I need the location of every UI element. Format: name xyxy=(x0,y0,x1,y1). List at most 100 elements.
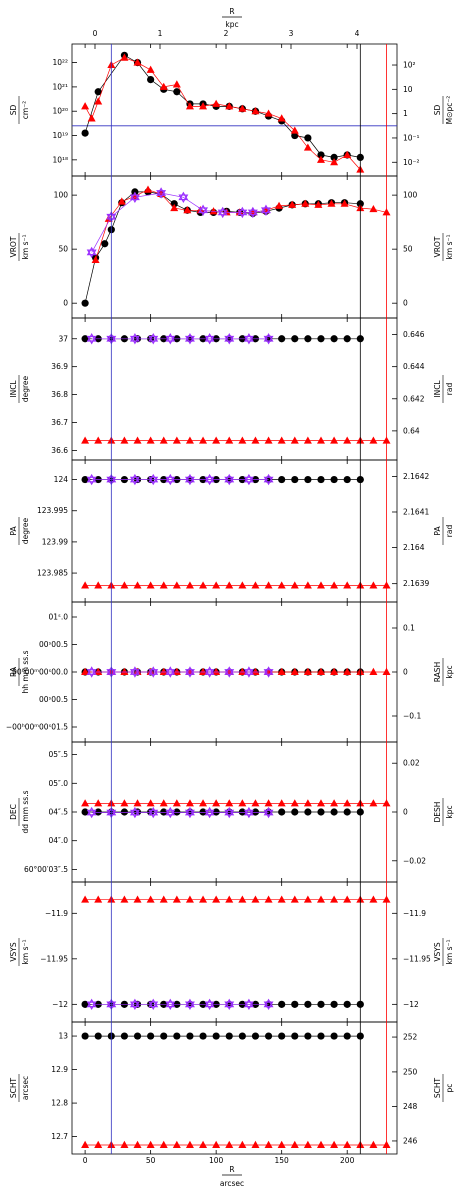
data-point-triangle xyxy=(225,895,234,903)
right-axis-unit: pc xyxy=(445,1084,454,1093)
data-point-star xyxy=(263,335,274,345)
data-point-star xyxy=(243,476,254,486)
data-point-triangle xyxy=(172,667,181,675)
right-axis-title: DESH xyxy=(433,802,442,823)
data-point-triangle xyxy=(146,436,155,444)
data-point-triangle xyxy=(225,436,234,444)
data-point-triangle xyxy=(277,1140,286,1148)
data-point-star xyxy=(86,246,97,256)
left-axis-title: SCHT xyxy=(9,1077,18,1098)
data-point-circle xyxy=(147,1032,155,1040)
data-point-star xyxy=(243,473,254,483)
data-point-triangle xyxy=(87,114,96,122)
data-point-triangle xyxy=(212,799,221,807)
panel-dec: 60°00′03″.5 04″.0 04″.5 05″.0 05″.5 −0.02 0 0.0… xyxy=(9,741,454,883)
data-point-triangle xyxy=(133,895,142,903)
data-point-circle xyxy=(94,1032,102,1040)
data-point-circle xyxy=(291,1032,299,1040)
data-point-star xyxy=(148,473,159,483)
data-point-star xyxy=(165,998,176,1008)
data-point-circle xyxy=(343,475,351,484)
data-point-triangle xyxy=(277,799,286,807)
data-point-star xyxy=(243,806,254,816)
data-point-triangle xyxy=(251,799,260,807)
series-line-circle xyxy=(84,54,361,158)
data-point-triangle xyxy=(199,102,208,110)
data-point-star xyxy=(263,666,274,675)
data-point-star xyxy=(204,809,215,819)
data-point-triangle xyxy=(199,1140,208,1148)
right-tick-label: 0 xyxy=(403,808,408,817)
top-axis-unit: kpc xyxy=(225,20,238,29)
data-point-triangle xyxy=(316,436,325,444)
data-point-star xyxy=(129,806,140,816)
data-point-star xyxy=(217,206,228,216)
data-point-triangle xyxy=(94,667,103,675)
data-point-circle xyxy=(81,299,89,307)
data-point-star xyxy=(165,473,176,483)
data-point-triangle xyxy=(170,203,179,212)
data-point-circle xyxy=(304,1032,312,1040)
data-point-triangle xyxy=(94,436,103,444)
data-point-star xyxy=(86,669,97,678)
data-point-star xyxy=(204,998,215,1008)
left-tick-label: 36.6 xyxy=(51,446,68,455)
data-point-triangle xyxy=(120,799,129,807)
data-point-circle xyxy=(317,335,325,343)
data-point-triangle xyxy=(133,799,142,807)
data-point-triangle xyxy=(120,895,129,903)
data-point-star xyxy=(129,191,140,201)
data-point-triangle xyxy=(343,436,352,444)
data-point-triangle xyxy=(275,201,284,209)
data-point-triangle xyxy=(185,436,194,444)
data-point-star xyxy=(86,666,97,675)
data-point-triangle xyxy=(327,199,336,207)
data-point-triangle xyxy=(251,436,260,444)
data-point-triangle xyxy=(330,667,339,675)
right-axis-title: PA xyxy=(433,526,442,536)
data-point-star xyxy=(86,333,97,342)
data-point-triangle xyxy=(290,436,299,444)
data-point-star xyxy=(148,669,159,678)
left-tick-label: −00ʰ00ᵐ00ˢ01.5 xyxy=(6,723,68,732)
data-point-triangle xyxy=(290,799,299,807)
data-point-star xyxy=(129,335,140,345)
data-point-triangle xyxy=(303,143,312,151)
data-point-circle xyxy=(264,1032,273,1040)
top-tick-label-0: 0 xyxy=(93,29,98,38)
data-point-triangle xyxy=(251,107,260,115)
right-tick-label: 0.02 xyxy=(403,759,420,768)
left-tick-label: 01ˢ.0 xyxy=(49,613,69,622)
data-point-triangle xyxy=(94,1140,103,1148)
data-point-circle xyxy=(120,1032,129,1040)
top-tick-label-3: 3 xyxy=(289,29,294,38)
data-point-triangle xyxy=(94,581,103,589)
data-point-star xyxy=(86,476,97,486)
data-point-circle xyxy=(170,200,178,208)
data-point-star xyxy=(224,476,235,486)
data-point-star xyxy=(198,207,209,216)
data-point-triangle xyxy=(199,667,208,675)
data-point-triangle xyxy=(144,185,153,193)
right-tick-label: 2.1641 xyxy=(403,507,429,516)
left-tick-label: 00ʰ00ᵐ00ˢ00.0 xyxy=(12,668,68,677)
data-point-triangle xyxy=(94,97,103,105)
data-point-star xyxy=(204,335,215,345)
data-point-star xyxy=(184,335,195,345)
data-point-star xyxy=(263,806,274,816)
left-tick-label: 04″.5 xyxy=(48,808,68,817)
data-point-triangle xyxy=(212,99,221,107)
panel-pa: 123.985 123.99 123.995 124 2.1639 2.164 2.1641… xyxy=(9,459,454,603)
data-point-triangle xyxy=(199,895,208,903)
data-point-star xyxy=(237,209,248,219)
data-point-circle xyxy=(317,1032,325,1040)
data-point-star xyxy=(247,209,258,219)
left-axis-title: INCL xyxy=(9,380,18,398)
left-tick-label: 123.985 xyxy=(37,569,68,578)
data-point-triangle xyxy=(277,667,286,675)
data-point-triangle xyxy=(277,895,286,903)
right-tick-label: 2.1639 xyxy=(403,579,429,588)
data-point-circle xyxy=(304,808,312,816)
data-point-circle xyxy=(186,1032,194,1040)
data-point-triangle xyxy=(159,82,168,90)
